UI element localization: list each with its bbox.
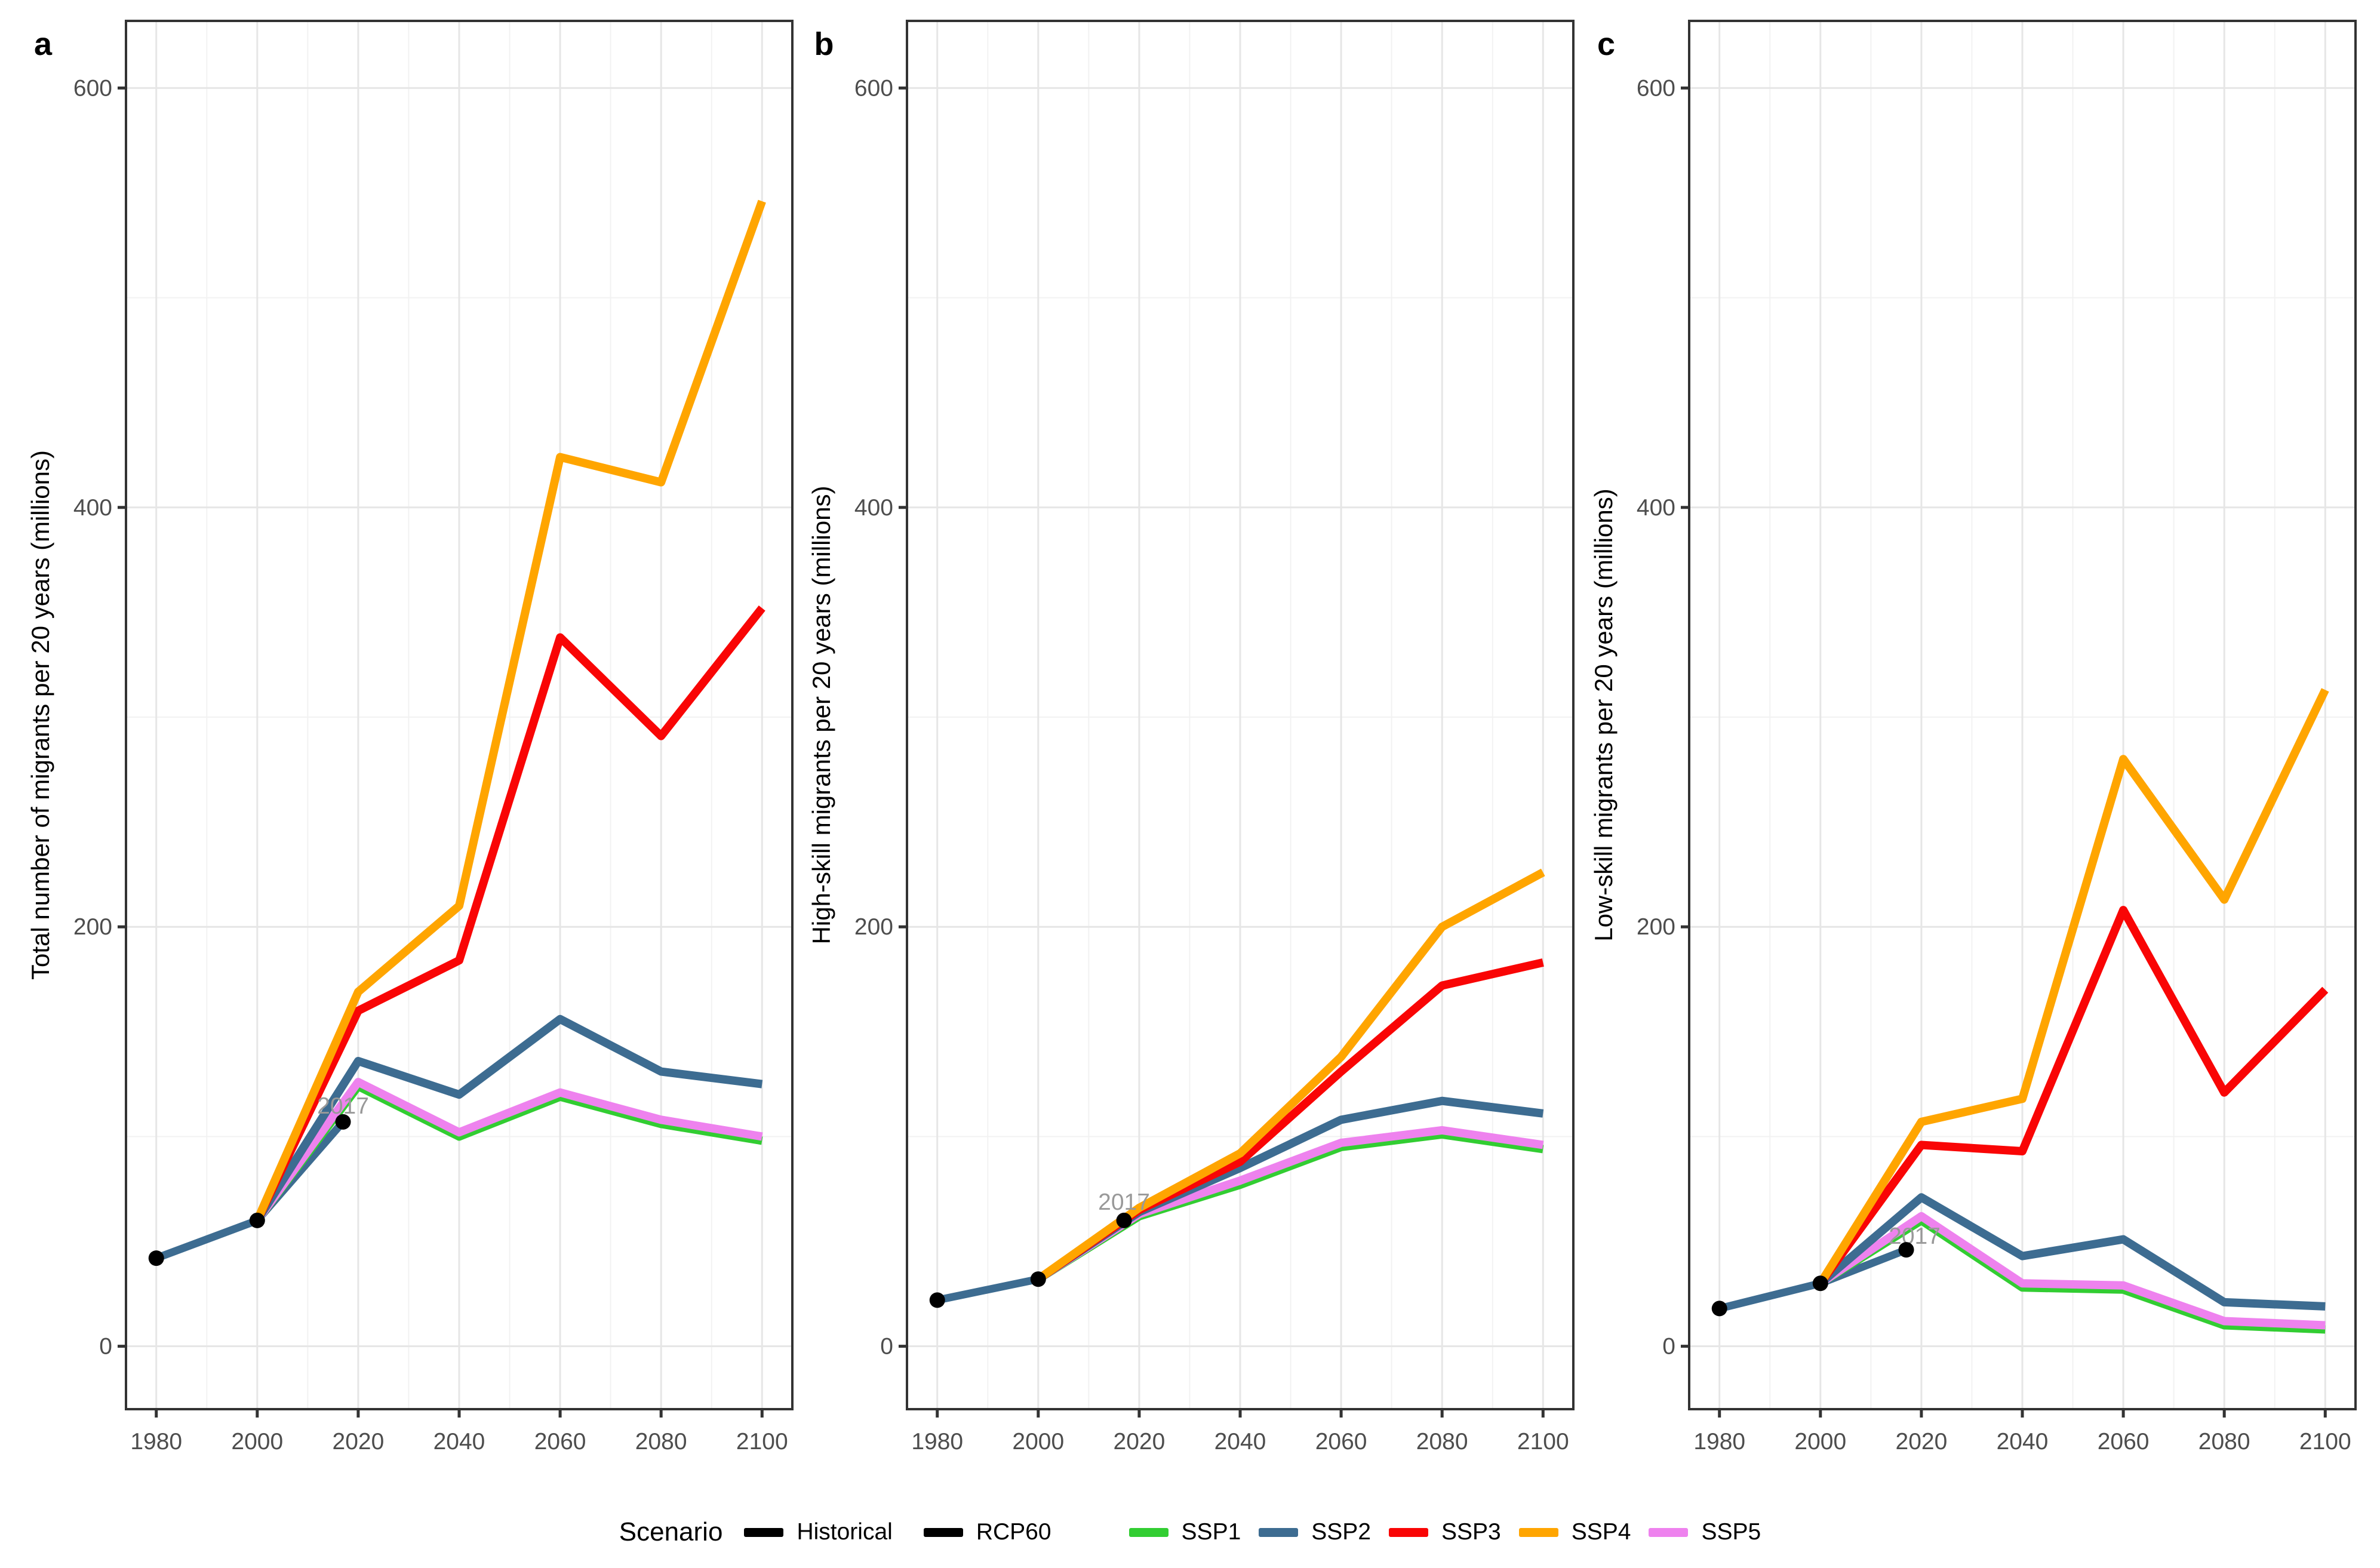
y-tick-label: 600 <box>73 75 112 101</box>
y-tick-label: 600 <box>1637 75 1675 101</box>
legend-label-ssp5: SSP5 <box>1701 1519 1761 1545</box>
ssp3-line <box>253 605 765 1222</box>
y-tick-label: 0 <box>99 1334 112 1360</box>
ssp5-key-swatch <box>1649 1527 1689 1537</box>
y-tick-label: 400 <box>854 495 893 521</box>
legend-entry-ssp2: SSP2 <box>1259 1519 1371 1545</box>
x-tick-label: 2080 <box>2198 1429 2250 1455</box>
y-axis-title: High-skill migrants per 20 years (millio… <box>807 486 835 945</box>
x-tick-label: 2060 <box>534 1429 586 1455</box>
x-tick-label: 1980 <box>1693 1429 1745 1455</box>
historical-point <box>148 1250 164 1266</box>
historical-point <box>1812 1275 1828 1292</box>
panel-b: 2017 1980 2000 2020 2040 2060 2080 2100 0 200 400 6… <box>807 20 1575 1455</box>
ssp4-key-swatch <box>1518 1527 1558 1537</box>
y-tick-label: 200 <box>854 914 893 940</box>
legend-label-ssp4: SSP4 <box>1571 1519 1631 1545</box>
historical-point <box>1711 1300 1727 1317</box>
ssp2-key-swatch <box>1259 1527 1299 1537</box>
panel-letter: b <box>814 26 834 62</box>
x-tick-label: 2080 <box>635 1429 687 1455</box>
x-tick-label: 2040 <box>1997 1429 2049 1455</box>
legend-label-historical: Historical <box>797 1519 893 1545</box>
annotation-2017: 2017 <box>1098 1189 1150 1215</box>
legend-entry-ssp3: SSP3 <box>1389 1519 1501 1545</box>
ssp4-line <box>253 199 766 1222</box>
legend-entry-ssp1: SSP1 <box>1128 1519 1241 1545</box>
legend-entry-rcp60: RCP60 <box>923 1519 1051 1545</box>
y-tick-label: 0 <box>880 1334 893 1360</box>
scenario-legend: Scenario Historical RCP60 SSP1 SSP2 SSP3… <box>0 1502 2380 1562</box>
panel-letter: a <box>34 26 53 62</box>
x-tick-label: 1980 <box>911 1429 963 1455</box>
x-tick-label: 2000 <box>231 1429 283 1455</box>
x-tick-label: 2020 <box>1896 1429 1948 1455</box>
y-tick-label: 400 <box>73 495 112 521</box>
x-tick-label: 2080 <box>1416 1429 1468 1455</box>
annotation-2017: 2017 <box>1889 1223 1941 1249</box>
legend-entry-historical: Historical <box>744 1519 893 1545</box>
ssp5-line <box>1818 1212 2326 1330</box>
y-tick-label: 400 <box>1637 495 1675 521</box>
legend-title: Scenario <box>619 1517 723 1547</box>
historical-point <box>1030 1271 1046 1287</box>
ssp3-line <box>1817 906 2329 1286</box>
y-tick-label: 600 <box>854 75 893 101</box>
historical-key-swatch <box>744 1527 784 1537</box>
x-tick-label: 2060 <box>2098 1429 2150 1455</box>
x-tick-label: 2020 <box>1114 1429 1166 1455</box>
rcp60-key-swatch <box>923 1527 963 1537</box>
historical-point <box>1116 1212 1132 1228</box>
y-tick-label: 0 <box>1662 1334 1675 1360</box>
ssp3-key-swatch <box>1389 1527 1429 1537</box>
y-tick-label: 200 <box>73 914 112 940</box>
ssp2-line <box>253 1014 763 1223</box>
historical-point <box>1898 1242 1914 1258</box>
y-tick-label: 200 <box>1637 914 1675 940</box>
ssp4-line <box>1816 688 2329 1286</box>
x-tick-label: 1980 <box>130 1429 182 1455</box>
ssp2-line <box>1818 1193 2326 1311</box>
x-tick-label: 2060 <box>1315 1429 1367 1455</box>
legend-label-ssp2: SSP2 <box>1311 1519 1372 1545</box>
x-tick-label: 2000 <box>1794 1429 1846 1455</box>
panel-c: 2017 1980 2000 2020 2040 2060 2080 2100 0 200 400 6… <box>1589 20 2357 1455</box>
legend-entry-ssp4: SSP4 <box>1518 1519 1631 1545</box>
historical-point <box>929 1292 945 1308</box>
y-axis-title: Low-skill migrants per 20 years (million… <box>1589 488 1618 942</box>
legend-label-rcp60: RCP60 <box>976 1519 1051 1545</box>
legend-label-ssp3: SSP3 <box>1441 1519 1501 1545</box>
x-tick-label: 2100 <box>736 1429 788 1455</box>
panel-letter: c <box>1597 26 1615 62</box>
ssp5-line <box>254 1078 763 1223</box>
x-tick-label: 2100 <box>1517 1429 1569 1455</box>
legend-label-ssp1: SSP1 <box>1181 1519 1241 1545</box>
legend-entry-ssp5: SSP5 <box>1649 1519 1761 1545</box>
historical-point <box>335 1114 351 1130</box>
ssp1-key-swatch <box>1128 1527 1169 1537</box>
x-tick-label: 2000 <box>1012 1429 1064 1455</box>
x-tick-label: 2020 <box>333 1429 385 1455</box>
historical-point <box>249 1212 265 1228</box>
x-tick-label: 2040 <box>433 1429 485 1455</box>
x-tick-label: 2040 <box>1214 1429 1266 1455</box>
y-axis-title: Total number of migrants per 20 years (m… <box>26 450 54 980</box>
x-tick-label: 2100 <box>2299 1429 2351 1455</box>
